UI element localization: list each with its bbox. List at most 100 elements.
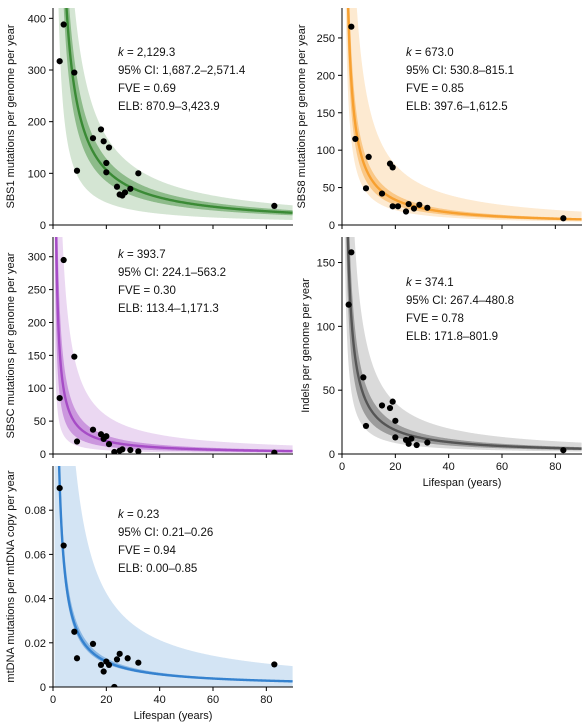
x-tick-label: 80 xyxy=(549,461,561,473)
data-point xyxy=(105,441,113,448)
y-tick-label: 50 xyxy=(34,416,46,428)
fit-line xyxy=(65,8,293,214)
data-point xyxy=(560,215,567,222)
data-point xyxy=(89,426,97,433)
data-point xyxy=(348,249,355,256)
data-point xyxy=(100,138,107,145)
data-point xyxy=(135,659,142,666)
data-point xyxy=(71,353,78,360)
y-tick-label: 0 xyxy=(40,682,46,694)
annotation-k: k = 2,129.3 xyxy=(118,47,175,59)
data-point xyxy=(378,190,386,197)
x-axis-label: Lifespan (years) xyxy=(423,477,502,489)
y-axis-label: SBSC mutations per genome per year xyxy=(5,252,17,438)
y-tick-label: 50 xyxy=(323,183,335,195)
data-point xyxy=(392,434,399,441)
annotation-fve: FVE = 0.78 xyxy=(406,313,464,325)
data-point xyxy=(89,135,97,142)
data-point xyxy=(97,661,105,669)
data-point xyxy=(410,205,418,212)
data-point xyxy=(271,202,278,209)
annotation-k: k = 393.7 xyxy=(118,249,166,261)
data-point xyxy=(105,144,113,151)
chart-panel-2: 0 50 100 150 200 250 SBS8 mutations per genome… xyxy=(296,8,582,232)
data-point xyxy=(113,183,121,190)
data-point xyxy=(362,185,370,192)
y-tick-label: 150 xyxy=(28,350,46,362)
data-point xyxy=(386,404,394,412)
x-tick-label: 40 xyxy=(154,694,166,706)
annotation-elb: ELB: 171.8–801.9 xyxy=(406,331,498,343)
data-point xyxy=(111,448,118,454)
data-point xyxy=(56,485,63,492)
data-point xyxy=(113,656,121,663)
annotation-fve: FVE = 0.85 xyxy=(406,83,464,95)
data-point xyxy=(60,21,67,28)
plot-area xyxy=(54,466,293,687)
y-tick-label: 0.04 xyxy=(25,594,46,606)
y-tick-label: 0.06 xyxy=(25,549,46,561)
elb-band xyxy=(344,237,582,452)
data-point xyxy=(119,446,126,453)
x-tick-label: 20 xyxy=(100,694,112,706)
annotation-ci: 95% CI: 224.1–563.2 xyxy=(118,267,226,279)
annotation-ci: 95% CI: 1,687.2–2,571.4 xyxy=(118,65,246,77)
plot-area xyxy=(345,8,582,222)
plot-area xyxy=(56,8,293,220)
x-tick-label: 0 xyxy=(50,694,56,706)
x-tick-label: 60 xyxy=(496,461,508,473)
annotation-k-symbol: k xyxy=(118,47,125,59)
x-tick-label: 60 xyxy=(207,694,219,706)
data-point xyxy=(345,301,352,308)
annotation-fve: FVE = 0.69 xyxy=(118,83,176,95)
data-point xyxy=(360,374,367,381)
data-point xyxy=(424,439,431,446)
annotation-k-value: = 2,129.3 xyxy=(124,47,175,59)
data-point xyxy=(97,431,105,438)
chart-panel-3: 0 50 100 150 200 250 300 SBSC mutations per gen… xyxy=(5,237,293,461)
annotation-k-value: = 0.23 xyxy=(124,509,160,521)
annotation-k: k = 673.0 xyxy=(406,47,454,59)
elb-band xyxy=(54,466,293,687)
data-point xyxy=(389,203,396,210)
data-point xyxy=(60,542,67,549)
data-point xyxy=(116,650,123,657)
data-point xyxy=(127,185,134,192)
annotation-fve: FVE = 0.94 xyxy=(118,545,176,557)
data-point xyxy=(413,441,420,449)
y-tick-label: 250 xyxy=(317,33,335,45)
data-point xyxy=(352,135,359,143)
data-point xyxy=(71,628,78,635)
data-point xyxy=(73,167,81,174)
data-point xyxy=(124,655,131,662)
data-point xyxy=(103,433,110,440)
y-tick-label: 200 xyxy=(317,70,335,82)
x-tick-label: 40 xyxy=(443,461,455,473)
data-point xyxy=(271,449,278,454)
y-axis-label: mtDNA mutations per mtDNA copy per year xyxy=(5,470,17,682)
y-tick-label: 300 xyxy=(28,252,46,264)
y-tick-label: 100 xyxy=(317,321,335,333)
data-point xyxy=(408,435,415,442)
data-point xyxy=(121,189,129,196)
y-tick-label: 0 xyxy=(329,220,335,232)
annotation-elb: ELB: 113.4–1,171.3 xyxy=(118,303,219,315)
y-tick-label: 50 xyxy=(323,385,335,397)
x-tick-label: 20 xyxy=(389,461,401,473)
y-tick-label: 0.02 xyxy=(25,638,46,650)
data-point xyxy=(73,438,81,445)
data-point xyxy=(56,58,63,65)
y-tick-label: 250 xyxy=(28,285,46,297)
plot-area xyxy=(344,237,582,454)
y-tick-label: 0 xyxy=(40,449,46,461)
chart-panel-5: 0 0.02 0.04 0.06 0.08 0 20 40 60 80 Lifespan (year… xyxy=(5,466,293,722)
data-point xyxy=(271,661,278,668)
annotation-k-value: = 374.1 xyxy=(412,277,454,289)
y-tick-label: 0 xyxy=(329,449,335,461)
data-point xyxy=(416,201,423,208)
annotation-fve: FVE = 0.30 xyxy=(118,285,176,297)
data-point xyxy=(392,417,399,424)
data-point xyxy=(348,23,355,30)
data-point xyxy=(389,398,396,405)
data-point xyxy=(73,655,81,662)
